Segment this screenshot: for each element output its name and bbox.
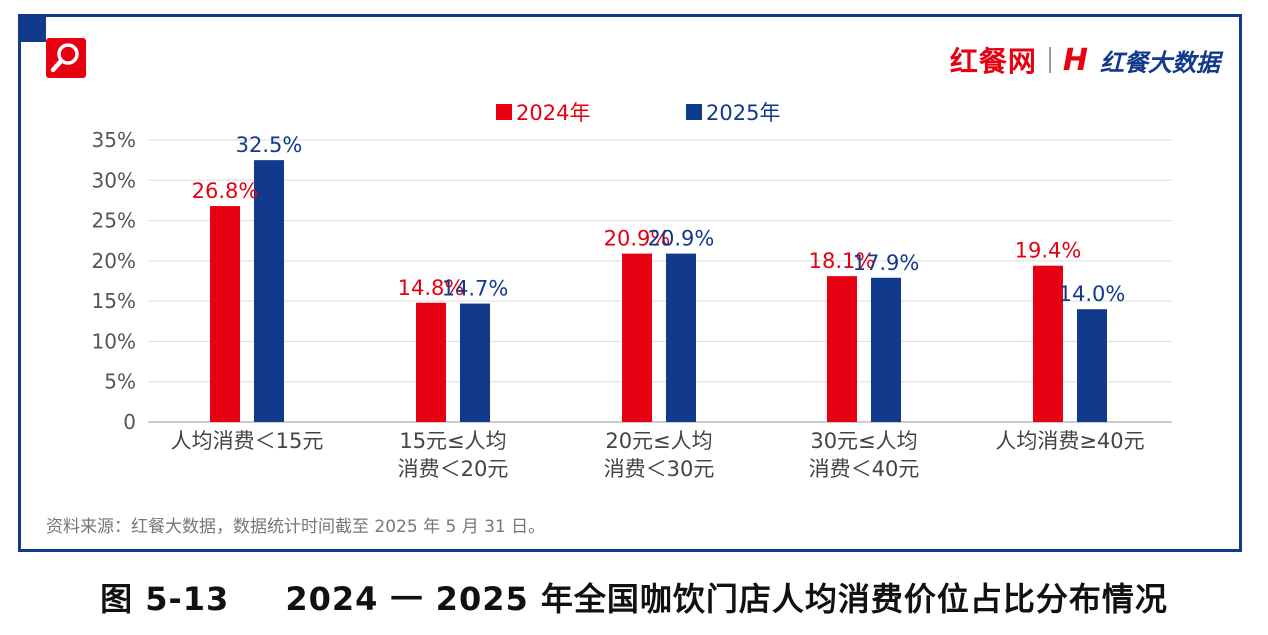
data-label: 20.9% bbox=[604, 227, 671, 251]
magnifier-icon bbox=[46, 38, 86, 78]
bar-2025-2 bbox=[666, 253, 696, 422]
bar-2024-1 bbox=[416, 302, 446, 422]
category-label: 人均消费＜15元 bbox=[171, 429, 324, 453]
y-tick-label: 15% bbox=[92, 289, 136, 313]
bar-2024-3 bbox=[827, 276, 857, 422]
y-tick-label: 20% bbox=[92, 249, 136, 273]
y-tick-label: 35% bbox=[92, 128, 136, 152]
figure-caption: 图 5-13 2024 一 2025 年全国咖饮门店人均消费价位占比分布情况 bbox=[0, 574, 1268, 620]
data-label: 32.5% bbox=[236, 133, 303, 157]
legend-swatch-0 bbox=[496, 104, 512, 120]
bar-2025-3 bbox=[871, 277, 901, 422]
figure-title: 2024 一 2025 年全国咖饮门店人均消费价位占比分布情况 bbox=[285, 580, 1168, 618]
y-tick-label: 0 bbox=[123, 410, 136, 434]
data-label: 19.4% bbox=[1015, 239, 1082, 263]
data-label: 26.8% bbox=[192, 179, 259, 203]
brand-hongcan-wang: 红餐网 bbox=[949, 45, 1037, 78]
legend-label-0: 2024年 bbox=[516, 101, 590, 125]
data-label: 18.1% bbox=[809, 249, 876, 273]
bar-2025-1 bbox=[460, 303, 490, 422]
data-label: 14.7% bbox=[442, 277, 509, 301]
data-label: 20.9% bbox=[648, 227, 715, 251]
bar-2024-0 bbox=[210, 206, 240, 422]
y-tick-label: 5% bbox=[104, 370, 136, 394]
data-label: 17.9% bbox=[853, 251, 920, 275]
data-label: 14.0% bbox=[1059, 282, 1126, 306]
legend-label-1: 2025年 bbox=[706, 101, 780, 125]
frame-corner-decoration bbox=[18, 14, 46, 42]
bar-2024-4 bbox=[1033, 265, 1063, 422]
legend-swatch-1 bbox=[686, 104, 702, 120]
y-tick-label: 10% bbox=[92, 329, 136, 353]
source-note: 资料来源：红餐大数据，数据统计时间截至 2025 年 5 月 31 日。 bbox=[46, 517, 546, 537]
category-label: 消费＜40元 bbox=[809, 457, 920, 481]
category-label: 消费＜20元 bbox=[398, 457, 509, 481]
brand-h-logo-icon: H bbox=[1062, 42, 1088, 78]
category-label: 20元≤人均 bbox=[605, 429, 712, 453]
figure-number: 图 5-13 bbox=[100, 580, 230, 618]
y-tick-label: 25% bbox=[92, 209, 136, 233]
brand-logos: 红餐网 H 红餐大数据 bbox=[950, 40, 1220, 80]
category-label: 消费＜30元 bbox=[604, 457, 715, 481]
bar-2025-0 bbox=[254, 160, 284, 422]
brand-separator bbox=[1048, 47, 1051, 73]
category-label: 30元≤人均 bbox=[810, 429, 917, 453]
bar-2025-4 bbox=[1077, 309, 1107, 422]
bar-2024-2 bbox=[622, 253, 652, 422]
category-label: 人均消费≥40元 bbox=[995, 429, 1144, 453]
data-label: 14.8% bbox=[398, 276, 465, 300]
brand-hongcan-bigdata: 红餐大数据 bbox=[1100, 48, 1220, 77]
category-label: 15元≤人均 bbox=[399, 429, 506, 453]
y-tick-label: 30% bbox=[92, 168, 136, 192]
